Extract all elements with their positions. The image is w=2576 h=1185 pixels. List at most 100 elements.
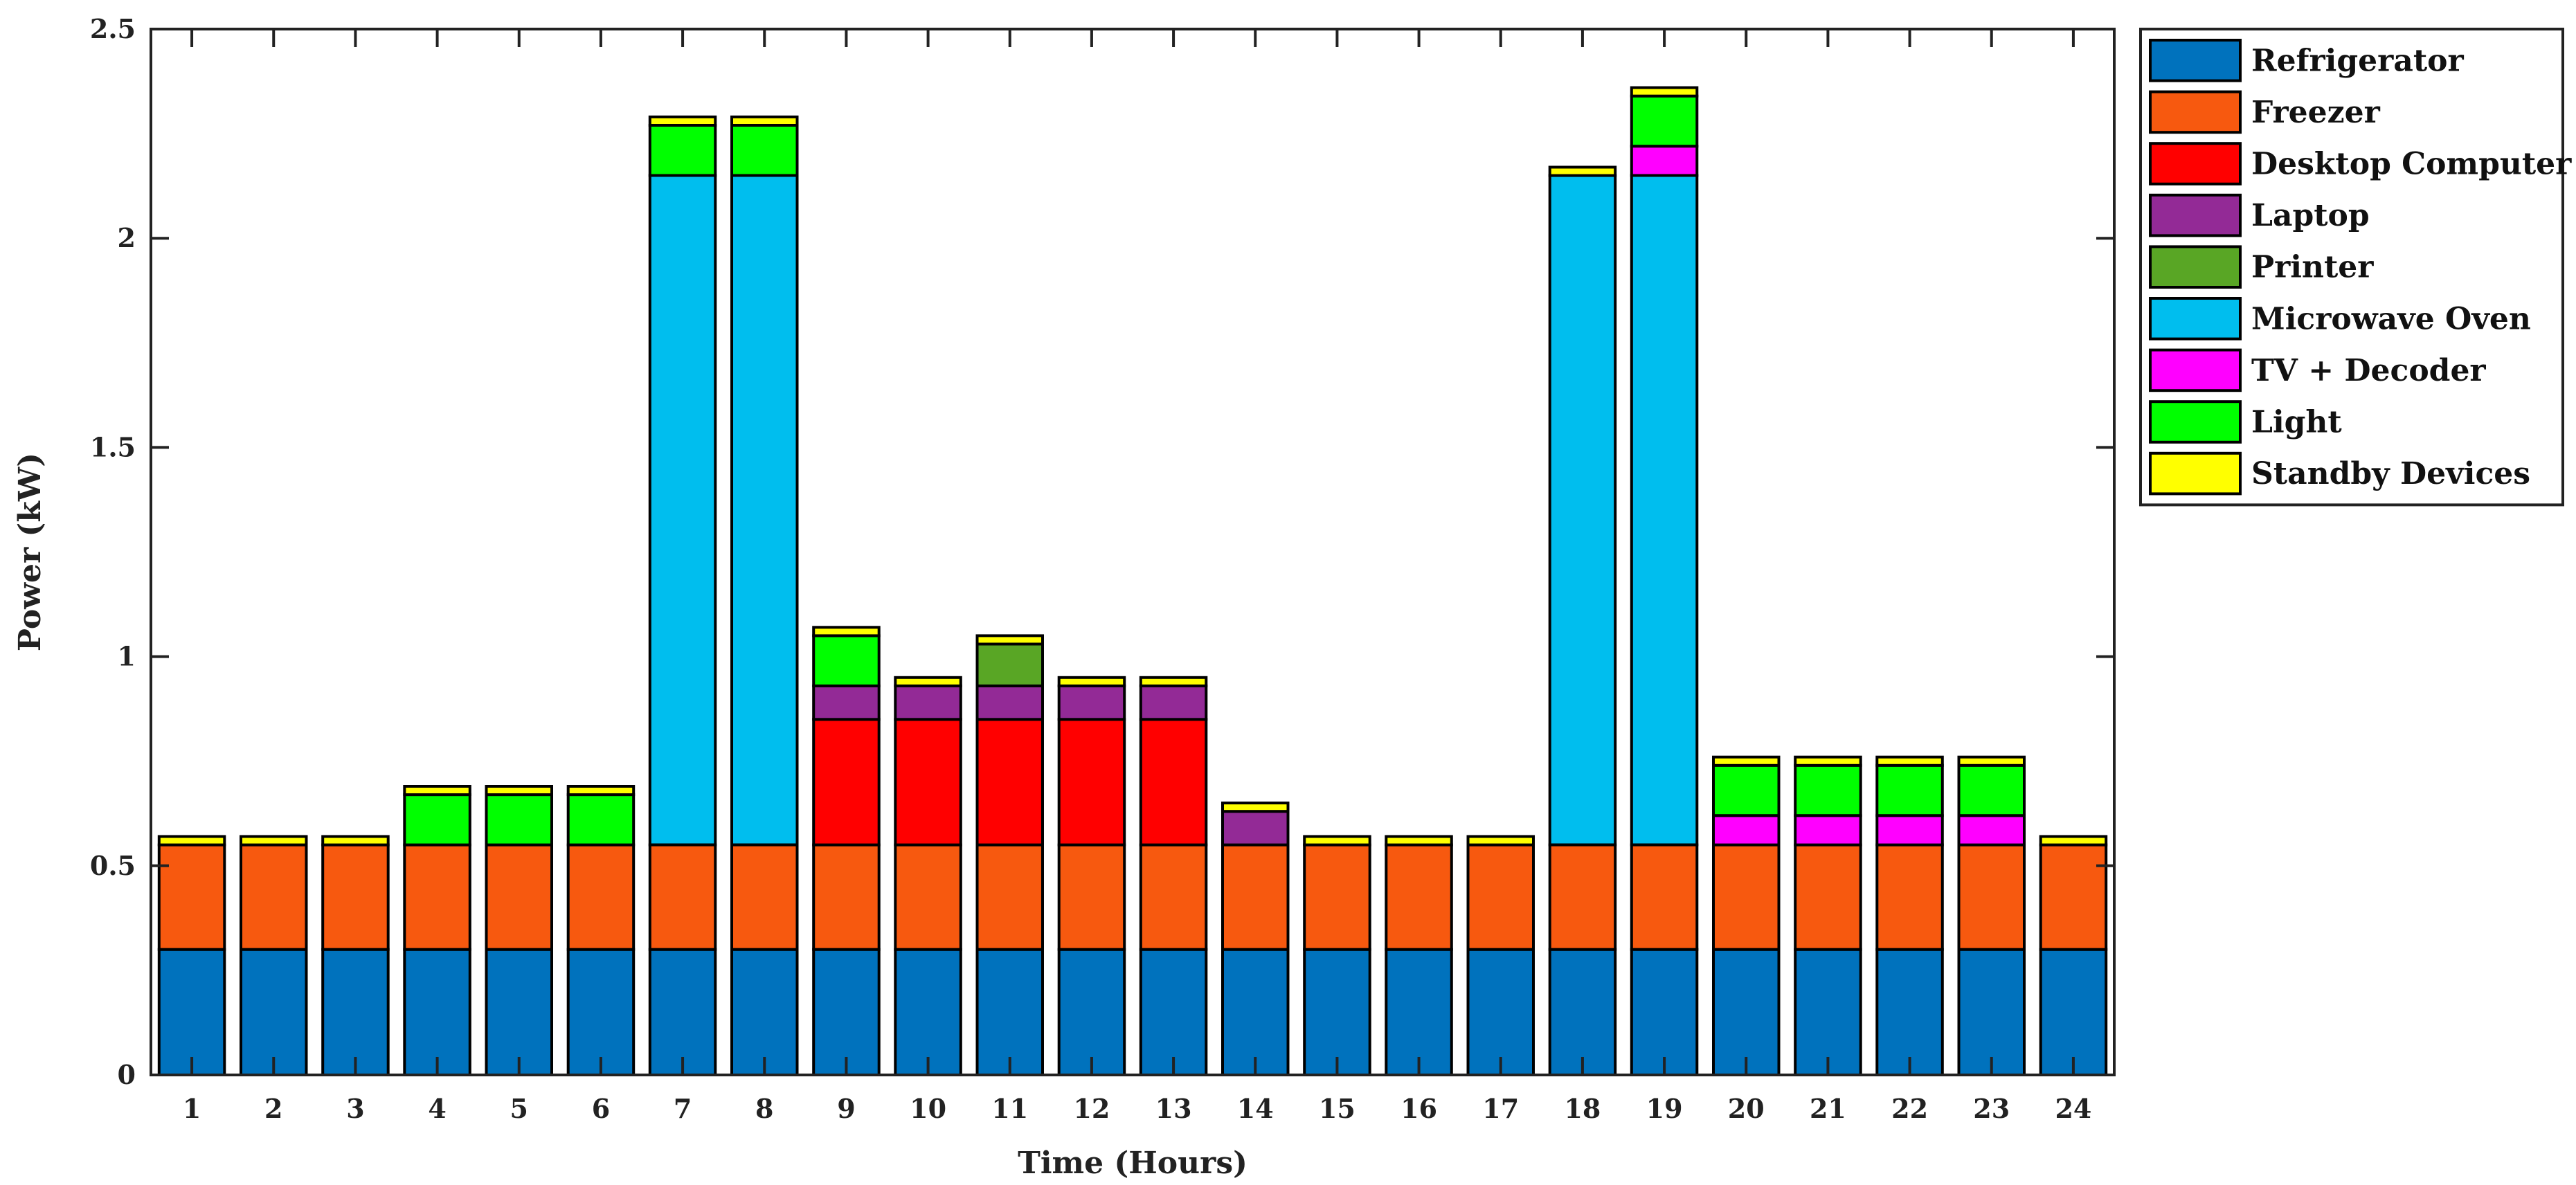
bar-segment-standby-devices-hour-1 [157,835,226,847]
bar-segment-refrigerator-hour-16 [1385,948,1453,1076]
x-tick-label: 23 [1973,1093,2010,1124]
legend-label: Printer [2251,250,2374,285]
bar-segment-standby-devices-hour-6 [566,785,636,797]
bar-segment-desktop-computer-hour-13 [1139,718,1208,847]
bar-segment-light-hour-4 [403,793,471,847]
bar-segment-laptop-hour-9 [812,684,881,721]
legend: Refrigerator Freezer Desktop Computer Lapto… [2139,28,2572,507]
legend-label: Light [2251,405,2342,440]
bar-stack-hour-21 [1794,755,1862,1076]
bar-segment-refrigerator-hour-23 [1957,948,2026,1076]
legend-swatch [2149,451,2242,496]
bar-segment-refrigerator-hour-14 [1221,948,1290,1076]
bar-segment-tv-decoder-hour-19 [1630,145,1699,177]
bar-segment-freezer-hour-13 [1139,843,1208,951]
x-tick-label: 6 [592,1093,610,1124]
bar-segment-freezer-hour-21 [1794,843,1862,951]
x-tick-label: 22 [1891,1093,1928,1124]
bar-stack-hour-19 [1630,86,1699,1076]
bar-segment-desktop-computer-hour-9 [812,718,881,847]
bar-segment-refrigerator-hour-15 [1303,948,1371,1076]
x-tick-label: 9 [837,1093,855,1124]
legend-swatch [2149,348,2242,392]
bar-segment-light-hour-22 [1875,763,1944,817]
bar-segment-light-hour-7 [648,124,717,177]
bar-segment-laptop-hour-14 [1221,810,1290,847]
bar-segment-refrigerator-hour-24 [2039,948,2108,1076]
bar-segment-refrigerator-hour-20 [1712,948,1781,1076]
bar-segment-standby-devices-hour-17 [1466,835,1535,847]
legend-swatch [2149,39,2242,82]
legend-swatch [2149,245,2242,289]
bar-segment-freezer-hour-9 [812,843,881,951]
x-tick-label: 17 [1482,1093,1519,1124]
bar-stack-hour-1 [157,835,226,1076]
bar-segment-standby-devices-hour-13 [1139,676,1208,687]
bar-segment-standby-devices-hour-22 [1875,755,1944,767]
bar-segment-refrigerator-hour-1 [157,948,226,1076]
bar-segment-light-hour-20 [1712,763,1781,817]
bar-stack-hour-8 [730,115,799,1076]
bar-segment-standby-devices-hour-21 [1794,755,1862,767]
bar-segment-desktop-computer-hour-10 [894,718,962,847]
legend-item-light: Light [2149,400,2342,444]
bar-segment-laptop-hour-13 [1139,684,1208,721]
bar-segment-freezer-hour-3 [321,843,390,951]
bar-stack-hour-17 [1466,835,1535,1076]
bar-segment-light-hour-19 [1630,94,1699,148]
legend-item-standby-devices: Standby Devices [2149,451,2530,496]
legend-item-freezer: Freezer [2149,90,2381,134]
bar-segment-standby-devices-hour-15 [1303,835,1371,847]
legend-label: Laptop [2251,198,2370,233]
bar-segment-freezer-hour-18 [1548,843,1617,951]
legend-label: Microwave Oven [2251,301,2531,336]
bar-segment-standby-devices-hour-10 [894,676,962,687]
bar-segment-standby-devices-hour-2 [240,835,308,847]
x-tick-label: 24 [2055,1093,2091,1124]
plot-frame [150,28,2116,1076]
bar-segment-light-hour-8 [730,124,799,177]
bar-segment-light-hour-9 [812,634,881,687]
y-tick-label: 0.5 [90,850,136,881]
legend-swatch [2149,400,2242,444]
y-axis-label: Power (kW) [12,453,48,651]
bar-stack-hour-5 [485,785,553,1076]
bar-segment-standby-devices-hour-19 [1630,86,1699,98]
bar-stack-hour-16 [1385,835,1453,1076]
bar-segment-refrigerator-hour-3 [321,948,390,1076]
bar-segment-printer-hour-11 [975,642,1044,687]
bar-segment-standby-devices-hour-5 [485,785,553,797]
x-tick-label: 4 [428,1093,446,1124]
x-tick-label: 15 [1319,1093,1355,1124]
x-tick-label: 20 [1728,1093,1765,1124]
bar-segment-refrigerator-hour-11 [975,948,1044,1076]
bar-stack-hour-7 [648,115,717,1076]
bar-stack-hour-23 [1957,755,2026,1076]
bar-segment-standby-devices-hour-9 [812,626,881,637]
bar-segment-standby-devices-hour-14 [1221,802,1290,813]
bar-segment-light-hour-5 [485,793,553,847]
bar-segment-laptop-hour-11 [975,684,1044,721]
bar-segment-standby-devices-hour-3 [321,835,390,847]
bar-stack-hour-10 [894,676,962,1076]
bar-segment-freezer-hour-11 [975,843,1044,951]
bar-stack-hour-4 [403,785,471,1076]
bar-stack-hour-9 [812,626,881,1076]
x-axis-label: Time (Hours) [1018,1146,1248,1181]
bar-segment-refrigerator-hour-22 [1875,948,1944,1076]
bar-segment-freezer-hour-12 [1057,843,1126,951]
bar-segment-tv-decoder-hour-21 [1794,814,1862,847]
y-tick-label: 2 [118,222,136,253]
bar-segment-refrigerator-hour-7 [648,948,717,1076]
bar-stack-hour-6 [566,785,636,1076]
legend-item-tv-decoder: TV + Decoder [2149,348,2486,392]
y-tick-label: 1 [118,641,136,672]
bar-segment-standby-devices-hour-20 [1712,755,1781,767]
bar-segment-refrigerator-hour-5 [485,948,553,1076]
x-tick-label: 10 [910,1093,946,1124]
bar-segment-refrigerator-hour-18 [1548,948,1617,1076]
y-tick-label: 0 [118,1059,136,1090]
bar-stack-hour-15 [1303,835,1371,1076]
bar-segment-standby-devices-hour-8 [730,115,799,127]
bar-segment-freezer-hour-2 [240,843,308,951]
